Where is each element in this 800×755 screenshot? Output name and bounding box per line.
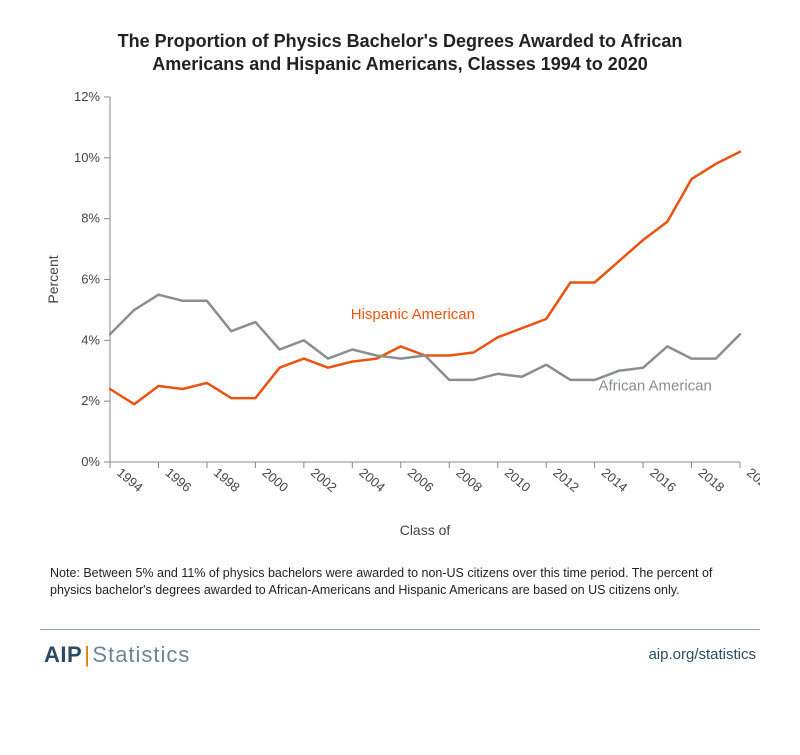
logo-aip-text: AIP [44,642,82,667]
y-tick-label: 2% [81,393,100,408]
x-tick-label: 2018 [696,465,728,495]
logo-stats-text: Statistics [92,642,190,667]
footer-link: aip.org/statistics [648,646,756,663]
x-tick-label: 1996 [163,465,195,495]
y-axis-title: Percent [45,255,61,303]
y-tick-label: 10% [74,150,100,165]
aip-logo: AIP|Statistics [44,642,190,668]
x-tick-label: 2012 [550,465,582,495]
x-axis-title: Class of [400,522,451,538]
y-tick-label: 6% [81,271,100,286]
chart-title: The Proportion of Physics Bachelor's Deg… [80,30,720,77]
y-tick-label: 8% [81,210,100,225]
x-tick-label: 2000 [259,465,291,495]
footer: AIP|Statistics aip.org/statistics [40,642,760,668]
x-tick-label: 2016 [647,465,679,495]
line-chart: 0% 2% 4% 6% 8% 10% 12% 1994 1996 1998 2000 2002 2004… [40,87,760,547]
logo-divider: | [84,642,90,667]
x-tick-label: 2002 [308,465,340,495]
x-tick-label: 2010 [502,465,534,495]
footer-rule [40,629,760,630]
series-label-hispanic-american: Hispanic American [351,306,475,323]
page: The Proportion of Physics Bachelor's Deg… [0,0,800,755]
chart-svg: 0% 2% 4% 6% 8% 10% 12% 1994 1996 1998 2000 2002 2004… [40,87,760,547]
x-tick-label: 1998 [211,465,243,495]
x-tick-label: 2014 [599,465,631,495]
chart-note: Note: Between 5% and 11% of physics bach… [50,565,750,599]
y-tick-label: 0% [81,454,100,469]
x-tick-label: 2004 [356,465,388,495]
x-tick-label: 1994 [114,465,146,495]
x-tick-label: 2020 [744,465,760,495]
x-tick-label: 2008 [453,465,485,495]
y-tick-label: 4% [81,332,100,347]
series-label-african-american: African American [598,377,711,394]
y-tick-label: 12% [74,89,100,104]
x-tick-label: 2006 [405,465,437,495]
